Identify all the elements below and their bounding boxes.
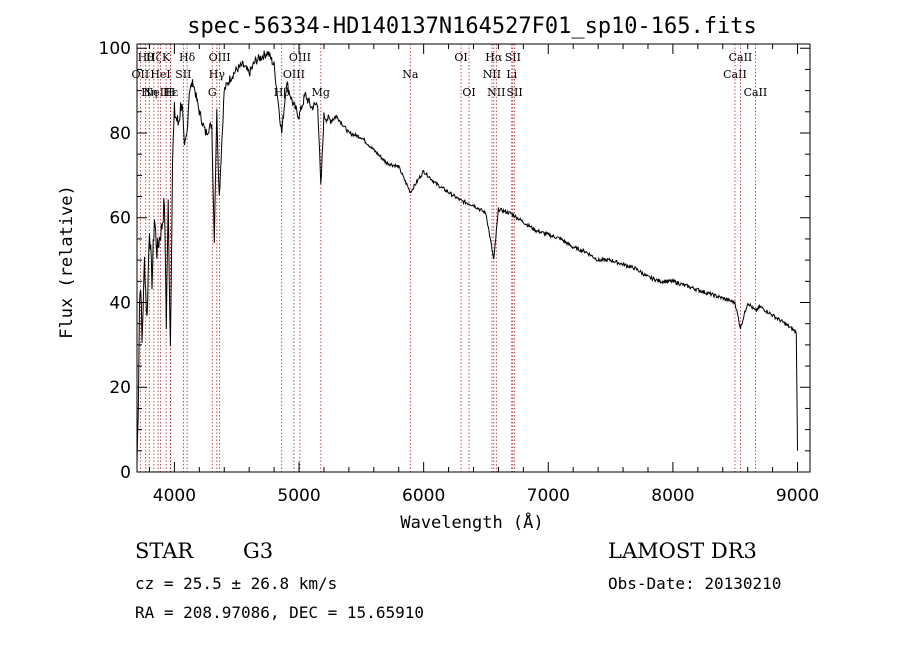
x-tick-label: 5000 [277, 486, 320, 506]
line-label-28: CaII [729, 51, 753, 64]
spectrum-line [136, 50, 798, 464]
line-label-25: SII [505, 51, 521, 64]
line-label-22: Hα [485, 51, 503, 64]
chart-title: spec-56334-HD140137N164527F01_sp10-165.f… [187, 14, 757, 39]
line-label-29: CaII [744, 86, 768, 99]
line-label-17: Mg [312, 86, 330, 99]
x-tick-label: 8000 [651, 486, 694, 506]
line-label-24: Li [506, 68, 517, 81]
x-tick-label: 4000 [153, 486, 196, 506]
spectral-subclass: G3 [243, 539, 274, 563]
y-tick-label: 20 [109, 378, 131, 398]
obs-date: Obs-Date: 20130210 [608, 574, 782, 593]
line-label-9: SII [175, 68, 191, 81]
redshift-readout: cz = 25.5 ± 26.8 km/s [135, 574, 338, 593]
axis-ticks: 4000 5000 6000 7000 8000 9000 0 20 40 60 80 100 [99, 39, 820, 506]
y-tick-label: 0 [120, 463, 131, 483]
x-tick-label: 7000 [527, 486, 570, 506]
y-axis-label: Flux (relative) [57, 185, 77, 339]
y-tick-label: 40 [109, 293, 131, 313]
line-label-18: Na [402, 68, 419, 81]
plot-frame [136, 43, 811, 473]
x-axis-label: Wavelength (Å) [400, 511, 543, 533]
line-label-11: G [208, 86, 217, 99]
line-label-20: OI [462, 86, 475, 99]
line-label-15: OIII [283, 68, 305, 81]
line-label-12: Hγ [209, 68, 226, 81]
survey-name: LAMOST DR3 [608, 539, 757, 563]
line-label-5: HeI [150, 68, 170, 81]
line-label-26: SII [507, 86, 523, 99]
emission-lines-layer: OIIHθHηHζNeIIIHeIKHHεSIIHδGHγOIIIHβOIIIO… [132, 44, 768, 472]
line-label-19: OI [454, 51, 467, 64]
object-type: STAR [135, 539, 194, 563]
y-tick-label: 100 [99, 39, 131, 59]
line-label-1: Hθ [138, 51, 155, 64]
line-label-4: NeIII [143, 86, 172, 99]
line-label-21: NII [483, 68, 501, 81]
y-tick-label: 80 [109, 124, 131, 144]
line-label-2: Hη [141, 86, 157, 99]
line-label-13: OIII [209, 51, 231, 64]
x-tick-label: 9000 [776, 486, 819, 506]
line-label-6: K [162, 51, 171, 64]
coordinates: RA = 208.97086, DEC = 15.65910 [135, 603, 424, 622]
line-label-23: NII [487, 86, 505, 99]
line-label-27: CaII [723, 68, 747, 81]
line-label-7: H [166, 86, 176, 99]
line-label-10: Hδ [179, 51, 196, 64]
line-label-16: OIII [289, 51, 311, 64]
line-label-3: Hζ [146, 51, 162, 64]
line-label-0: OII [132, 68, 150, 81]
y-tick-label: 60 [109, 209, 131, 229]
x-tick-label: 6000 [402, 486, 445, 506]
line-label-8: Hε [163, 86, 179, 99]
